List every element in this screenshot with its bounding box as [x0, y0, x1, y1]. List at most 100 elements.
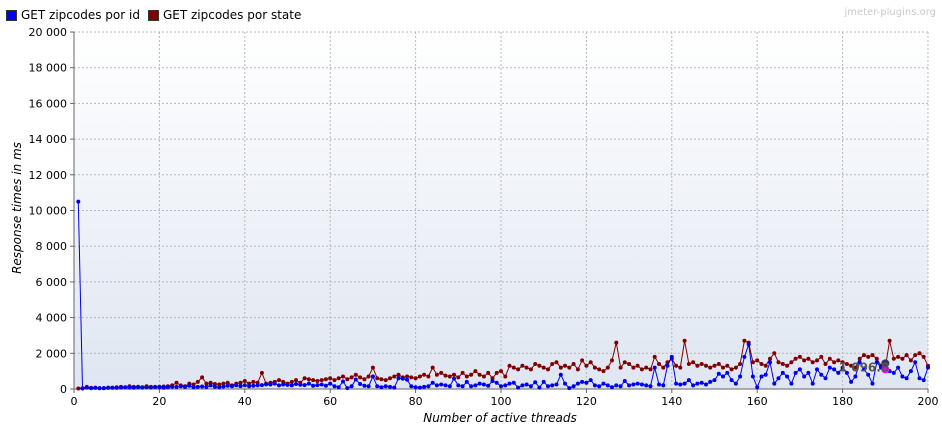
data-point-series-0 — [708, 379, 713, 384]
data-point-series-1 — [524, 365, 529, 370]
data-point-series-0 — [349, 384, 354, 389]
data-point-series-1 — [358, 375, 363, 380]
data-point-series-0 — [341, 379, 345, 384]
data-point-series-0 — [695, 381, 700, 386]
data-point-series-0 — [110, 385, 115, 390]
data-point-series-1 — [789, 360, 794, 365]
data-point-series-0 — [772, 381, 777, 386]
data-point-series-1 — [904, 353, 909, 358]
data-point-series-1 — [277, 378, 281, 383]
data-point-series-0 — [119, 385, 123, 390]
data-point-series-0 — [439, 382, 444, 387]
data-point-series-1 — [238, 380, 243, 385]
x-tick-label: 180 — [832, 395, 853, 408]
data-point-series-1 — [844, 362, 849, 366]
data-point-series-1 — [571, 362, 576, 366]
data-point-series-0 — [452, 376, 456, 381]
data-point-series-1 — [345, 377, 350, 382]
data-point-series-1 — [815, 358, 819, 363]
data-point-series-0 — [430, 380, 435, 385]
data-point-series-1 — [644, 365, 649, 370]
data-point-series-0 — [379, 385, 384, 390]
data-point-series-0 — [657, 382, 661, 387]
data-point-series-0 — [353, 377, 358, 382]
data-point-series-1 — [840, 360, 845, 365]
data-point-series-0 — [725, 370, 730, 375]
data-point-series-0 — [866, 372, 871, 377]
data-point-series-0 — [89, 386, 94, 391]
data-point-series-1 — [605, 365, 610, 370]
data-point-series-0 — [247, 384, 252, 389]
data-point-series-1 — [806, 356, 811, 361]
data-point-series-1 — [456, 375, 461, 380]
data-point-series-0 — [669, 354, 674, 359]
data-point-series-0 — [704, 382, 708, 387]
data-point-series-1 — [567, 365, 572, 370]
data-point-series-1 — [469, 372, 474, 377]
data-point-series-1 — [862, 353, 866, 358]
data-point-series-1 — [802, 358, 807, 363]
data-point-series-1 — [866, 354, 871, 359]
data-point-series-0 — [840, 365, 845, 370]
data-point-series-1 — [396, 372, 401, 377]
data-point-series-1 — [597, 367, 602, 372]
data-point-series-0 — [464, 379, 469, 384]
data-point-series-0 — [926, 365, 930, 370]
data-point-series-0 — [183, 384, 187, 389]
data-point-series-0 — [447, 384, 452, 389]
data-point-series-0 — [797, 367, 802, 372]
data-point-series-1 — [716, 362, 721, 366]
data-point-series-0 — [319, 382, 324, 387]
data-point-series-0 — [494, 380, 499, 385]
data-point-series-0 — [520, 383, 525, 388]
data-point-series-0 — [362, 383, 367, 388]
data-point-series-0 — [780, 370, 785, 375]
data-point-series-0 — [277, 383, 281, 388]
data-point-series-1 — [874, 356, 879, 361]
data-point-series-1 — [405, 374, 410, 379]
data-point-series-0 — [857, 360, 862, 365]
data-point-series-1 — [913, 353, 918, 358]
data-point-series-1 — [592, 365, 597, 370]
data-point-series-1 — [785, 363, 790, 368]
data-point-series-0 — [336, 385, 341, 390]
data-point-series-0 — [170, 384, 175, 389]
data-point-series-1 — [336, 376, 341, 381]
data-point-series-0 — [230, 384, 234, 389]
data-point-series-0 — [332, 384, 337, 389]
data-point-series-0 — [490, 379, 495, 383]
data-point-series-1 — [259, 370, 264, 375]
data-point-series-0 — [755, 385, 760, 390]
data-point-series-1 — [434, 372, 439, 377]
data-point-series-1 — [191, 382, 196, 387]
data-point-series-1 — [520, 363, 525, 368]
data-point-series-0 — [511, 380, 516, 385]
data-point-series-0 — [80, 386, 85, 391]
data-point-series-0 — [178, 384, 183, 389]
data-point-series-0 — [563, 381, 567, 386]
data-point-series-0 — [904, 376, 909, 381]
data-point-series-1 — [302, 376, 307, 381]
data-point-series-0 — [528, 384, 533, 389]
data-point-series-1 — [776, 360, 781, 365]
data-point-series-1 — [704, 363, 708, 368]
data-point-series-0 — [422, 384, 427, 389]
data-point-series-1 — [221, 381, 226, 386]
data-point-series-0 — [212, 384, 217, 389]
data-point-series-1 — [379, 377, 384, 382]
data-point-series-0 — [652, 365, 657, 370]
data-point-series-1 — [528, 367, 533, 372]
data-point-series-0 — [733, 381, 738, 386]
data-point-series-1 — [413, 376, 418, 381]
data-point-series-1 — [516, 367, 521, 372]
x-tick-label: 100 — [491, 395, 512, 408]
data-point-series-0 — [627, 383, 632, 388]
data-point-series-1 — [708, 365, 713, 370]
x-tick-label: 200 — [918, 395, 939, 408]
data-point-series-0 — [84, 385, 89, 390]
data-point-series-1 — [750, 360, 755, 365]
data-point-series-1 — [546, 367, 550, 372]
data-point-series-1 — [588, 360, 593, 365]
data-point-series-0 — [328, 381, 333, 386]
data-point-series-0 — [832, 367, 837, 372]
